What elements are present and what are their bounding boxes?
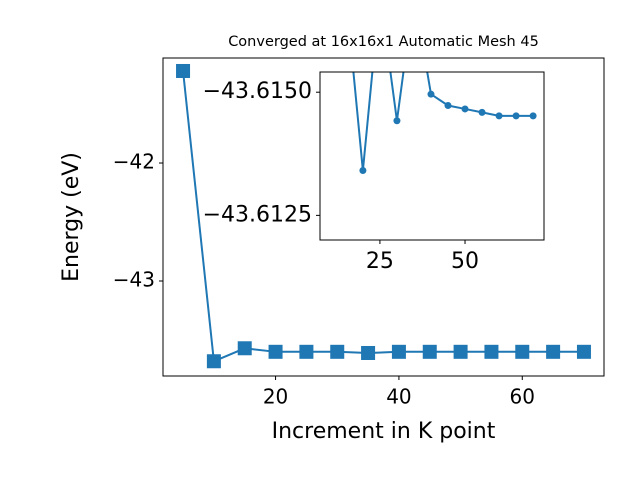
plot-clip <box>176 63 591 369</box>
marker <box>422 344 437 359</box>
axes-frame <box>162 57 605 377</box>
x-axis-label: Increment in K point <box>272 419 496 444</box>
chart-title: Converged at 16x16x1 Automatic Mesh 45 <box>228 34 539 50</box>
marker <box>361 345 376 360</box>
y-tick-label: −42 <box>113 150 155 174</box>
marker <box>299 344 314 359</box>
y-tick-label: −43.6125 <box>203 202 312 227</box>
y-axis-label: Energy (eV) <box>59 152 84 282</box>
marker <box>515 344 530 359</box>
marker <box>391 344 406 359</box>
marker <box>206 354 221 369</box>
x-tick-label: 20 <box>263 385 288 409</box>
marker <box>484 344 499 359</box>
marker <box>427 90 435 98</box>
marker <box>495 112 503 120</box>
marker <box>576 344 591 359</box>
y-tick-label: −43.6150 <box>203 79 312 104</box>
x-tick-label: 50 <box>451 249 479 274</box>
marker <box>453 344 468 359</box>
marker <box>444 102 452 110</box>
x-tick-label: 25 <box>366 249 394 274</box>
marker <box>393 117 401 125</box>
y-tick-label: −43 <box>113 268 155 292</box>
marker <box>330 344 345 359</box>
marker <box>546 344 561 359</box>
x-tick-label: 40 <box>386 385 411 409</box>
plot-clip <box>352 72 537 175</box>
x-tick-label: 60 <box>510 385 535 409</box>
marker <box>359 167 367 175</box>
marker <box>268 344 283 359</box>
axes-frame <box>319 71 545 241</box>
marker <box>461 105 469 113</box>
marker <box>512 112 520 120</box>
marker <box>529 112 537 120</box>
marker <box>478 108 486 116</box>
marker <box>176 63 191 78</box>
marker <box>237 341 252 356</box>
plot-area <box>320 72 544 240</box>
